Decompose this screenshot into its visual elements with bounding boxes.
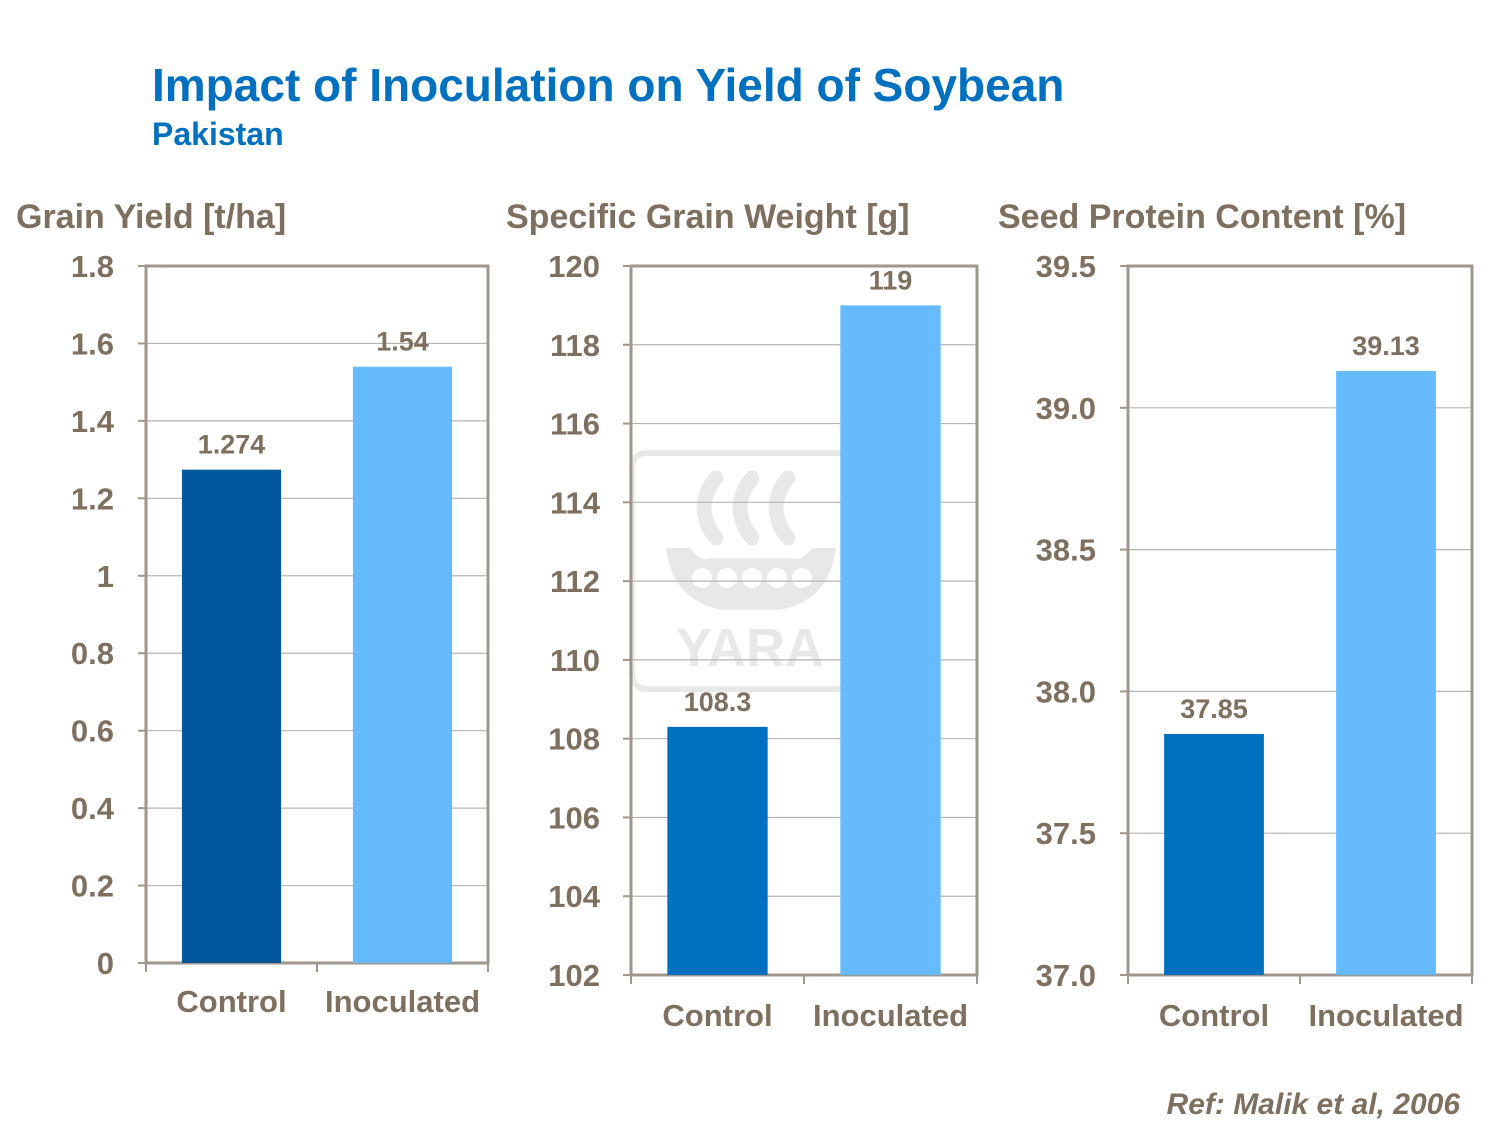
x-tick-label: Inoculated: [325, 984, 480, 1019]
y-tick-label: 114: [550, 485, 601, 520]
data-label: 119: [869, 265, 913, 295]
page-subtitle: Pakistan: [152, 116, 284, 152]
reference-note: Ref: Malik et al, 2006: [1166, 1088, 1460, 1121]
x-tick-label: Control: [176, 984, 286, 1019]
data-label: 39.13: [1352, 331, 1420, 361]
y-tick-label: 37.5: [1036, 816, 1096, 851]
watermark-text: YARA: [676, 618, 824, 678]
y-tick-label: 38.0: [1036, 674, 1096, 709]
y-tick-label: 37.0: [1036, 958, 1096, 993]
bar-control: [1164, 733, 1264, 975]
data-label: 1.274: [198, 430, 266, 460]
yara-ship-hull: [666, 548, 836, 610]
bar-inoculated: [352, 366, 453, 964]
y-tick-label: 1.2: [71, 481, 114, 516]
y-tick-label: 1.8: [71, 249, 114, 284]
bar-control: [181, 469, 282, 963]
y-tick-label: 108: [548, 722, 600, 757]
data-label: 1.54: [376, 327, 429, 357]
y-tick-label: 38.5: [1036, 533, 1096, 568]
y-tick-label: 1: [97, 559, 114, 594]
y-tick-label: 104: [548, 879, 600, 914]
x-tick-label: Inoculated: [1308, 998, 1463, 1033]
y-tick-label: 116: [550, 407, 600, 442]
y-tick-label: 39.0: [1036, 391, 1096, 426]
y-tick-label: 110: [550, 643, 600, 678]
y-tick-label: 112: [550, 564, 600, 599]
x-tick-label: Inoculated: [813, 998, 968, 1033]
yara-logo-icon: [696, 470, 796, 546]
y-tick-label: 0.4: [71, 791, 115, 826]
chart-2: Specific Grain Weight [g] 102 104 106 108 110…: [506, 198, 979, 1033]
y-tick-label: 1.4: [71, 404, 115, 439]
bar-inoculated: [1336, 370, 1436, 975]
x-tick-label: Control: [662, 998, 772, 1033]
x-tick-label: Control: [1159, 998, 1269, 1033]
bar-control: [667, 726, 768, 975]
bar-inoculated: [840, 305, 941, 975]
yara-watermark: YARA: [629, 450, 871, 692]
y-tick-label: 120: [548, 249, 600, 284]
y-tick-label: 1.6: [71, 326, 114, 361]
data-label: 37.85: [1180, 694, 1248, 724]
chart-title: Grain Yield [t/ha]: [16, 198, 286, 236]
chart-title: Seed Protein Content [%]: [998, 198, 1406, 236]
y-tick-label: 0.8: [71, 636, 114, 671]
y-tick-label: 0.6: [71, 714, 114, 749]
data-label: 108.3: [684, 687, 752, 717]
chart-title: Specific Grain Weight [g]: [506, 198, 910, 236]
y-tick-label: 39.5: [1036, 249, 1096, 284]
page-title: Impact of Inoculation on Yield of Soybea…: [152, 59, 1065, 111]
y-tick-label: 0.2: [71, 869, 114, 904]
y-tick-label: 102: [548, 958, 600, 993]
chart-3: Seed Protein Content [%] 37.0 37.5 38.0 38.5…: [998, 198, 1474, 1033]
y-tick-label: 118: [550, 328, 600, 363]
y-tick-label: 106: [548, 800, 600, 835]
y-tick-label: 0: [97, 946, 114, 981]
chart-1: Grain Yield [t/ha] 0 0.2 0.4 0.6 0.8 1 1.2 1.4 1.…: [16, 198, 490, 1019]
